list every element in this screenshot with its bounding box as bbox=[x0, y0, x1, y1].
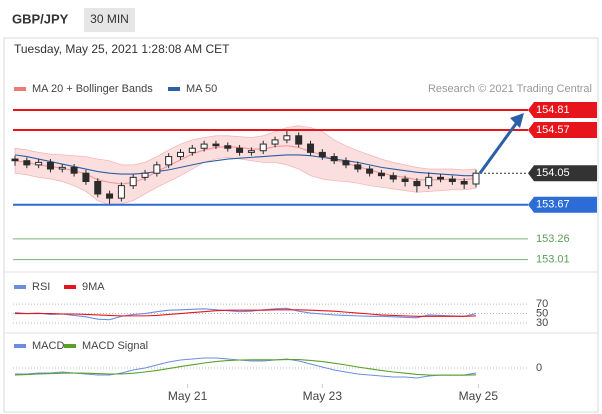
candle-body bbox=[366, 168, 374, 174]
candle-body bbox=[295, 135, 303, 145]
candle-body bbox=[460, 181, 468, 185]
candle-body bbox=[117, 185, 125, 199]
candle-body bbox=[23, 160, 31, 166]
y-tick-label: 70 bbox=[536, 298, 548, 310]
y-tick-label: 30 bbox=[536, 317, 548, 329]
legend-label: 9MA bbox=[82, 281, 105, 293]
level-label: 154.81 bbox=[536, 104, 570, 116]
candle-body bbox=[188, 147, 196, 153]
level-label: 154.57 bbox=[536, 124, 570, 136]
symbol: GBP/JPY bbox=[12, 11, 69, 26]
candle-body bbox=[283, 135, 291, 141]
candle-body bbox=[106, 193, 114, 199]
legend-swatch bbox=[64, 285, 76, 289]
y-tick-label: 50 bbox=[536, 307, 548, 319]
candle-body bbox=[247, 150, 255, 153]
candle-body bbox=[46, 161, 54, 170]
candle-body bbox=[94, 181, 102, 195]
credit: Research © 2021 Trading Central bbox=[428, 83, 592, 95]
candle-body bbox=[11, 158, 19, 162]
legend-swatch bbox=[168, 87, 180, 91]
candle-body bbox=[330, 156, 338, 162]
candle-body bbox=[425, 176, 433, 187]
candle-body bbox=[307, 143, 315, 153]
x-tick-label: May 25 bbox=[459, 389, 499, 403]
candle-body bbox=[176, 151, 184, 158]
candle-body bbox=[200, 143, 208, 149]
candle-body bbox=[35, 161, 43, 166]
level-label: 153.01 bbox=[536, 254, 570, 266]
x-tick-label: May 21 bbox=[168, 389, 208, 403]
candle-body bbox=[342, 160, 350, 166]
candle-body bbox=[212, 143, 220, 147]
timestamp: Tuesday, May 25, 2021 1:28:08 AM CET bbox=[14, 42, 230, 56]
level-label: 154.05 bbox=[536, 167, 570, 179]
forecast-arrow bbox=[478, 120, 520, 175]
series-line bbox=[15, 357, 477, 379]
candle-body bbox=[58, 166, 66, 170]
frame bbox=[3, 37, 599, 413]
candle-body bbox=[437, 176, 445, 180]
candle-body bbox=[448, 178, 456, 183]
level-tag bbox=[528, 121, 597, 138]
candle-body bbox=[271, 139, 279, 145]
level-tag bbox=[528, 101, 597, 118]
candle-body bbox=[224, 145, 232, 149]
legend-label: MA 50 bbox=[186, 83, 217, 95]
y-tick-label: 0 bbox=[536, 362, 542, 374]
series-line bbox=[14, 307, 477, 321]
legend-swatch bbox=[64, 344, 76, 348]
moving-average bbox=[14, 145, 477, 185]
series-line bbox=[14, 359, 477, 376]
candle-body bbox=[401, 178, 409, 183]
level-tag bbox=[528, 165, 597, 182]
legend-swatch bbox=[14, 87, 26, 91]
moving-average bbox=[14, 154, 476, 177]
legend-label: MA 20 + Bollinger Bands bbox=[32, 83, 153, 95]
candle-body bbox=[141, 172, 149, 178]
candle-body bbox=[472, 172, 480, 185]
series-line bbox=[15, 309, 477, 317]
legend-label: MACD Signal bbox=[82, 340, 148, 352]
level-label: 153.26 bbox=[536, 233, 570, 245]
candle-body bbox=[129, 176, 137, 187]
candle-body bbox=[377, 172, 385, 177]
candle-body bbox=[389, 175, 397, 180]
x-tick-label: May 23 bbox=[303, 389, 343, 403]
candle-body bbox=[354, 164, 362, 170]
level-label: 153.67 bbox=[536, 199, 570, 211]
candle-body bbox=[70, 166, 78, 174]
candle-body bbox=[259, 143, 267, 152]
candle-body bbox=[318, 151, 326, 158]
candle-body bbox=[153, 164, 161, 174]
level-tag bbox=[528, 196, 597, 213]
candle-body bbox=[82, 172, 90, 183]
candle-body bbox=[236, 147, 244, 153]
candle-body bbox=[413, 181, 421, 187]
legend-label: RSI bbox=[32, 281, 50, 293]
timeframe-badge bbox=[84, 8, 135, 32]
candle-body bbox=[165, 156, 173, 166]
forecast-arrowhead bbox=[510, 112, 524, 128]
legend-swatch bbox=[14, 344, 26, 348]
legend-label: MACD bbox=[32, 340, 64, 352]
legend-swatch bbox=[14, 285, 26, 289]
timeframe: 30 MIN bbox=[90, 12, 129, 26]
